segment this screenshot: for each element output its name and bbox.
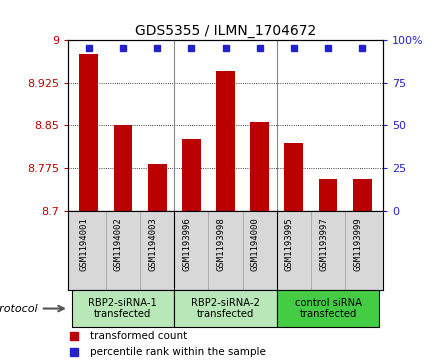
Text: GSM1194002: GSM1194002 [114, 217, 123, 271]
Bar [216, 71, 235, 211]
Text: RBP2-siRNA-2
transfected: RBP2-siRNA-2 transfected [191, 298, 260, 319]
Text: transformed count: transformed count [90, 331, 187, 341]
Text: control siRNA
transfected: control siRNA transfected [295, 298, 362, 319]
Bar [353, 179, 372, 211]
Text: GSM1194003: GSM1194003 [148, 217, 157, 271]
Bar [319, 179, 337, 211]
Text: GSM1194000: GSM1194000 [251, 217, 260, 271]
Text: GSM1193998: GSM1193998 [216, 217, 226, 271]
Text: GSM1193997: GSM1193997 [319, 217, 328, 271]
Bar [182, 139, 201, 211]
Text: GSM1193999: GSM1193999 [353, 217, 362, 271]
Text: GSM1193995: GSM1193995 [285, 217, 294, 271]
Bar [250, 122, 269, 211]
Bar [285, 143, 303, 211]
Bar [72, 290, 174, 327]
Text: protocol: protocol [0, 303, 37, 314]
Text: RBP2-siRNA-1
transfected: RBP2-siRNA-1 transfected [88, 298, 158, 319]
Bar [148, 164, 166, 211]
Bar [277, 290, 379, 327]
Bar [174, 290, 277, 327]
Title: GDS5355 / ILMN_1704672: GDS5355 / ILMN_1704672 [135, 24, 316, 37]
Text: GSM1194001: GSM1194001 [80, 217, 89, 271]
Bar [114, 125, 132, 211]
Text: percentile rank within the sample: percentile rank within the sample [90, 347, 266, 357]
Text: GSM1193996: GSM1193996 [182, 217, 191, 271]
Bar [79, 54, 98, 211]
